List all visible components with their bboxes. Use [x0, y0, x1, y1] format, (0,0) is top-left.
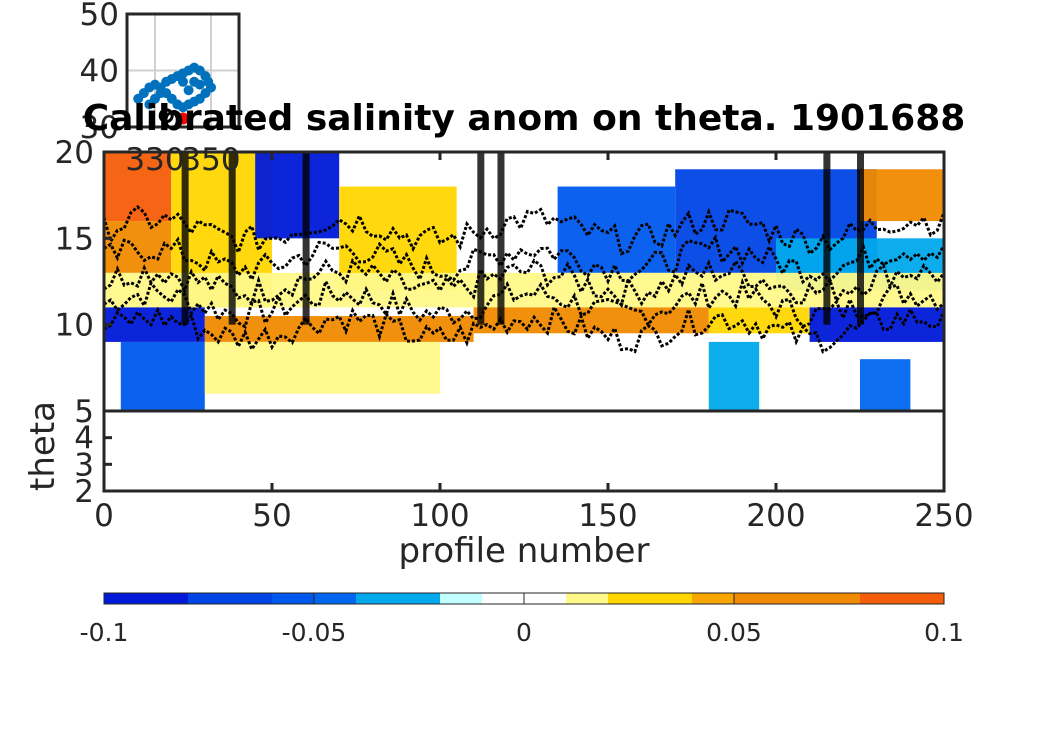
x-tick-label: 0: [94, 498, 114, 534]
colorbar-segment: [692, 593, 734, 604]
inset-point: [183, 85, 194, 96]
y-tick-label: 4: [74, 421, 94, 457]
heatmap-band: [860, 169, 944, 222]
inset-point: [144, 99, 155, 110]
x-tick-label: 100: [410, 498, 469, 534]
x-axis-label: profile number: [399, 531, 650, 571]
heatmap-band: [708, 341, 760, 411]
colorbar-tick-label: -0.1: [80, 618, 129, 647]
colorbar-segment: [272, 593, 314, 604]
inset-marker-end: [177, 112, 189, 125]
colorbar: -0.1 -0.05 0 0.05 0.1: [80, 592, 964, 647]
colorbar-segment: [188, 593, 272, 604]
colorbar-tick-label: 0.05: [706, 618, 762, 647]
y-tick-label: 2: [74, 474, 94, 510]
contour-line: [104, 257, 944, 309]
contour-lines: [104, 152, 944, 354]
heatmap-band: [860, 359, 911, 411]
contour-streak: [823, 152, 831, 325]
inset-point: [178, 76, 188, 87]
colorbar-segment: [314, 593, 356, 604]
heatmap-band: [104, 272, 944, 308]
y-tick-label: 10: [55, 308, 94, 344]
contour-line: [104, 303, 944, 354]
y-tick-label: 20: [55, 135, 94, 171]
heatmap-band: [104, 152, 172, 222]
colorbar-segments: [104, 593, 944, 604]
colorbar-segment: [440, 593, 482, 604]
colorbar-tick-label: 0: [516, 618, 532, 647]
heatmap-band: [456, 186, 558, 273]
inset-marker-start: [158, 108, 174, 124]
x-tick-label: 50: [252, 498, 291, 534]
y-tick-label: 5: [74, 394, 94, 430]
plot-frame: [102, 150, 946, 493]
x-tick-label: 200: [746, 498, 805, 534]
colorbar-segment: [524, 593, 566, 604]
y-tick-label: 3: [74, 447, 94, 483]
contour-streak: [228, 152, 236, 325]
colorbar-segment: [608, 593, 692, 604]
heatmap-band: [120, 341, 205, 411]
inset-frame: [125, 12, 241, 129]
heatmap-band: [255, 152, 340, 239]
inset-y-tick-label: 30: [80, 110, 119, 146]
colorbar-tick-label: 0.1: [924, 618, 964, 647]
colorbar-segment: [104, 593, 188, 604]
colorbar-segment: [356, 593, 440, 604]
contour-streak: [302, 152, 310, 325]
y-axis-label: theta: [23, 401, 63, 491]
colorbar-segment: [860, 593, 944, 604]
contour-streak: [497, 152, 505, 325]
contour-streak: [477, 152, 485, 325]
x-tick-label: 250: [914, 498, 973, 534]
x-tick-label: 150: [578, 498, 637, 534]
inset-x-tick-label: 350: [181, 142, 240, 178]
contour-streak: [181, 152, 189, 325]
inset-y-tick-label: 40: [80, 54, 119, 90]
contour-streak: [857, 152, 864, 325]
colorbar-ticks: -0.1 -0.05 0 0.05 0.1: [80, 593, 964, 647]
contour-line: [104, 233, 944, 285]
x-axis: 0 50 100 150 200 250: [94, 152, 974, 534]
colorbar-segment: [566, 593, 608, 604]
y-tick-label: 15: [55, 221, 94, 257]
contour-line: [104, 205, 944, 257]
inset-y-tick-label: 50: [80, 0, 119, 33]
inset-x-tick-label: 330: [125, 142, 184, 178]
colorbar-tick-label: -0.05: [282, 618, 347, 647]
inset-points: [133, 62, 216, 125]
heatmap-band: [104, 221, 172, 273]
chart-title: Calibrated salinity anom on theta. 19016…: [83, 98, 966, 139]
heatmap-band: [204, 341, 440, 394]
colorbar-segment: [482, 593, 524, 604]
inset-point: [194, 79, 205, 90]
colorbar-segment: [734, 593, 860, 604]
